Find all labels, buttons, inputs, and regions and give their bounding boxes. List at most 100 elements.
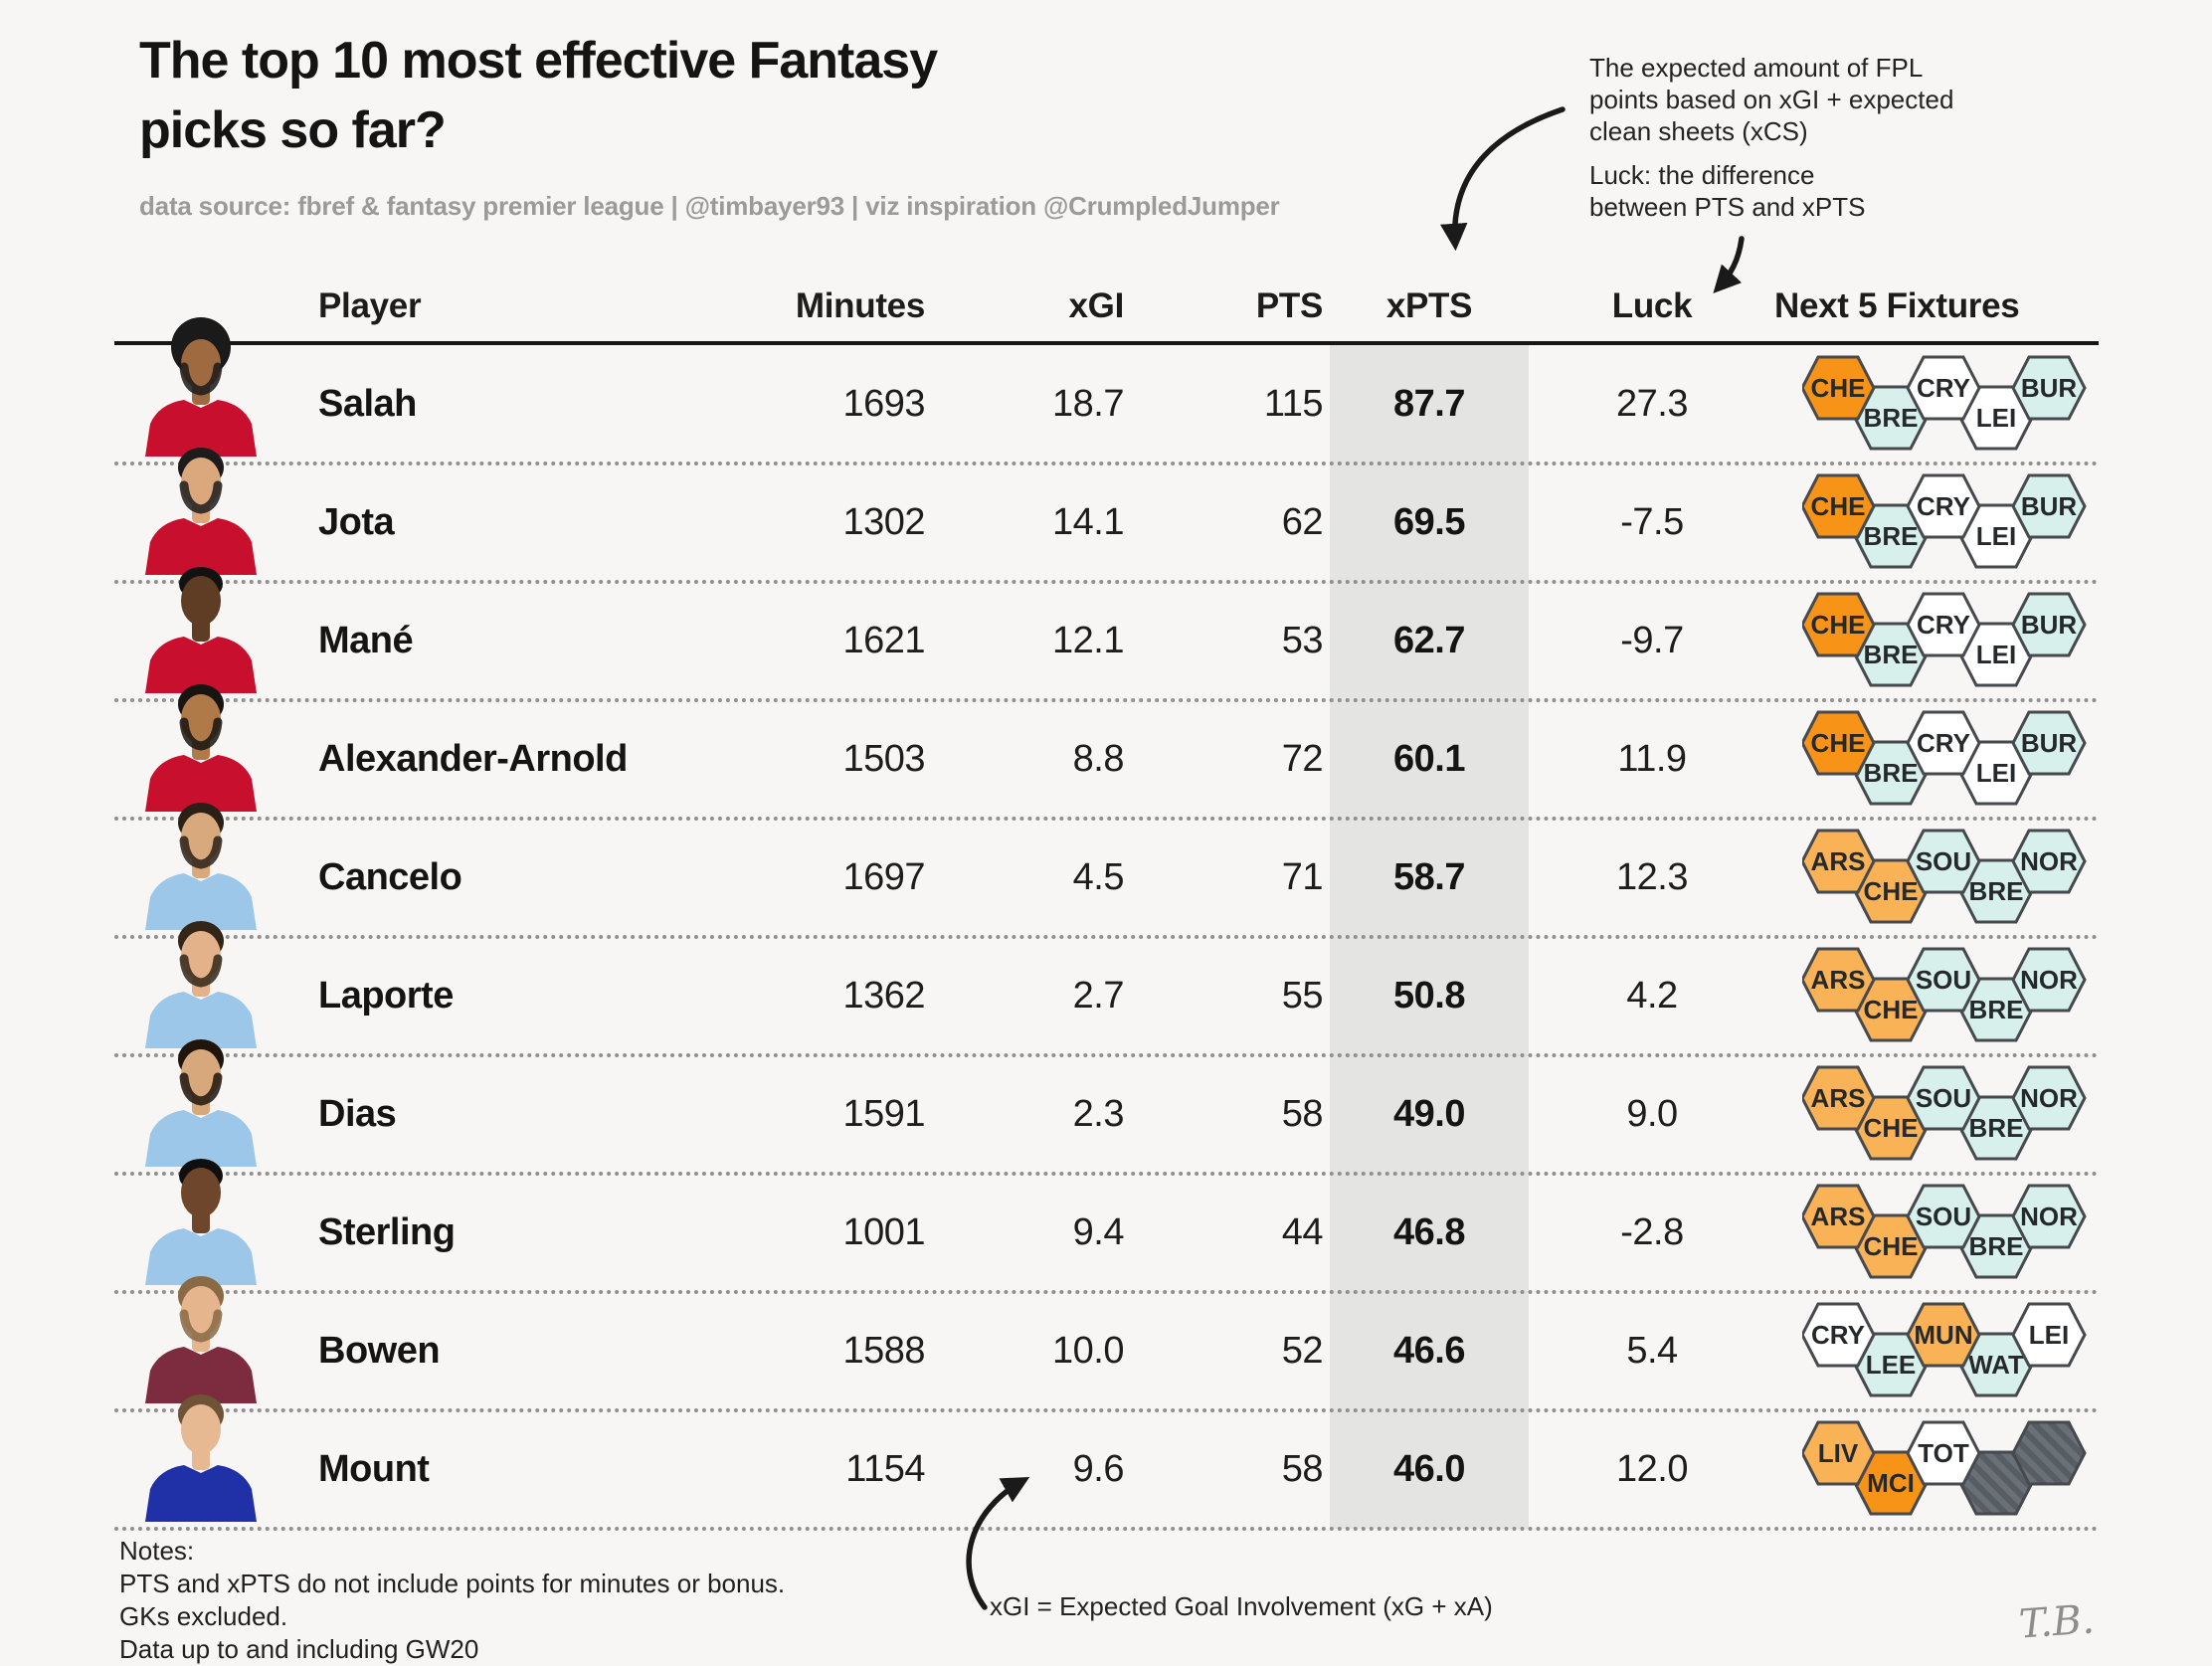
fixture-hex-nor [2011,947,2087,1013]
fixtures-cell: BRE LEI CHE CRY BUR [1800,350,2091,460]
pts-value: 44 [1281,1211,1324,1253]
player-portrait-illustration [145,1394,257,1522]
fixture-opponent-code: BRE [1969,995,2024,1024]
player-portrait-illustration [145,1159,257,1285]
fixture-opponent-code: SOU [1916,1083,1971,1113]
fixture-opponent-code: CRY [1917,610,1970,640]
fixture-hex-cry [1906,473,1981,539]
fixture-opponent-code: ARS [1811,846,1866,876]
luck-value: 5.4 [1626,1330,1678,1372]
fixture-opponent-code: BRE [1864,403,1919,433]
player-portrait-illustration [145,1276,257,1403]
pts-value: 53 [1281,620,1324,661]
player-beard [179,954,223,988]
player-photo [129,1018,274,1167]
fixture-opponent-code: NOR [2020,965,2078,995]
fixture-opponent-code: CRY [1917,491,1970,521]
xpts-value: 46.6 [1393,1330,1465,1372]
fixture-opponent-code: LEI [1976,640,2016,669]
table-row: Mount 1154 9.6 58 46.0 12.0 MCI LIV TOT [0,1394,2212,1531]
xgi-value: 2.3 [1072,1093,1125,1135]
fixture-opponent-code: SOU [1916,1202,1971,1231]
xpts-value: 87.7 [1393,383,1465,425]
fixture-opponent-code: LEI [1976,521,2016,551]
player-beard [179,717,223,751]
arrow-to-luck-icon [1713,236,1745,294]
fixture-opponent-code: CHE [1864,876,1919,906]
fixture-opponent-code: ARS [1811,1083,1866,1113]
luck-annotation-line: between PTS and xPTS [1589,192,1866,222]
author-signature: T.B. [2017,1596,2097,1648]
fixture-opponent-code: BRE [1864,640,1919,669]
fixture-hex-sou [1906,947,1981,1013]
xpts-value: 46.0 [1393,1448,1465,1490]
fixture-opponent-code: LEE [1866,1350,1917,1380]
fixture-opponent-code: ARS [1811,965,1866,995]
xgi-value: 18.7 [1052,383,1124,425]
player-beard [179,480,223,514]
xpts-value: 58.7 [1393,856,1465,898]
column-header-xpts: xPTS [1385,286,1473,325]
fixture-opponent-code: CRY [1917,728,1970,758]
fixture-opponent-code: SOU [1916,965,1971,995]
player-beard [179,1072,223,1106]
player-beard [179,362,223,396]
row-separator [114,817,2099,821]
fixture-hex-che [1800,473,1876,539]
xpts-annotation-line: points based on xGI + expected [1589,85,1954,114]
player-portrait-illustration [145,803,257,930]
row-separator [114,1290,2099,1294]
fixture-hex-che [1800,710,1876,776]
fixture-hex-bur [2011,592,2087,657]
fixture-opponent-code: LEI [1976,403,2016,433]
fixture-opponent-code: NOR [2020,1083,2078,1113]
fixture-opponent-code: LEI [2029,1320,2069,1350]
player-portrait-illustration [145,317,257,457]
player-name: Cancelo [318,856,462,898]
player-beard [179,835,223,869]
page-title: The top 10 most effective Fantasy picks … [139,26,938,165]
luck-value: -2.8 [1620,1211,1684,1253]
fixture-hex-cry [1906,592,1981,657]
player-face [181,813,221,862]
row-separator [114,1527,2099,1531]
player-shirt [145,518,257,575]
player-face [181,458,221,507]
row-separator [114,1053,2099,1057]
luck-annotation-line: Luck: the difference [1589,160,1815,190]
fixture-opponent-code: CHE [1811,728,1866,758]
player-face [181,694,221,744]
player-face [181,1049,221,1099]
next-5-fixtures-hexes: MCI LIV TOT [1800,1420,2087,1516]
title-line-1: The top 10 most effective Fantasy [139,32,938,90]
player-portrait-illustration [145,921,257,1048]
fixture-hex-cry [1906,710,1981,776]
xpts-annotation: The expected amount of FPL points based … [1589,52,1953,147]
xpts-value: 46.8 [1393,1211,1465,1253]
fixtures-cell: CHE BRE ARS SOU NOR [1800,824,2091,933]
footnote-line: PTS and xPTS do not include points for m… [119,1569,786,1598]
player-shirt [145,1465,257,1522]
player-name: Sterling [318,1211,456,1253]
player-photo [129,426,274,575]
fixture-hex-sou [1906,1184,1981,1249]
fixture-opponent-code: NOR [2020,1202,2078,1231]
row-separator [114,462,2099,465]
fixture-opponent-code: BUR [2021,610,2078,640]
fixture-opponent-code: NOR [2020,846,2078,876]
fixture-hex-bur [2011,355,2087,421]
fixture-hex-lei [2011,1302,2087,1368]
luck-value: 12.0 [1616,1448,1688,1490]
player-portrait-illustration [145,684,257,812]
fixture-hex-che [1800,355,1876,421]
fixture-hex-ars [1800,1184,1876,1249]
fixture-hex-nor [2011,1065,2087,1131]
player-name: Bowen [318,1330,441,1372]
player-name: Alexander-Arnold [318,738,628,780]
fixture-opponent-code: ARS [1811,1202,1866,1231]
player-photo [129,1254,274,1403]
fixture-opponent-code: BRE [1969,1113,2024,1143]
xgi-value: 9.6 [1072,1448,1125,1490]
table-row: Mané 1621 12.1 53 62.7 -9.7 BRE LEI CHE CRY… [0,567,2212,702]
player-face [181,576,221,626]
